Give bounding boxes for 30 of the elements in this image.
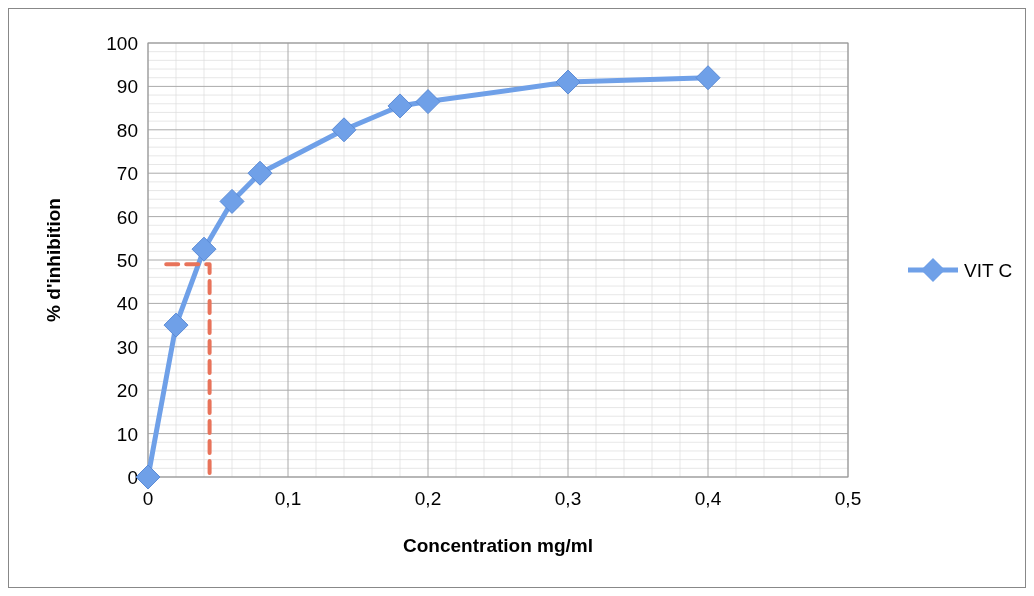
- x-tick-label: 0,5: [834, 488, 862, 509]
- y-tick-label: 40: [116, 293, 138, 315]
- y-axis-title: % d'inhibition: [43, 198, 64, 322]
- x-tick-label: 0,1: [274, 488, 302, 509]
- point: [331, 117, 357, 143]
- legend-label: VIT C: [964, 260, 1013, 281]
- point: [555, 69, 581, 95]
- x-tick-label: 0,2: [414, 488, 442, 509]
- x-tick-label: 0: [142, 488, 154, 509]
- y-tick-label: 90: [116, 76, 138, 98]
- point: [695, 65, 721, 91]
- point: [247, 160, 273, 186]
- point: [135, 464, 161, 490]
- y-tick-label: 70: [116, 163, 138, 185]
- point: [191, 236, 217, 262]
- y-tick-label: 20: [116, 380, 138, 402]
- y-tick-label: 80: [116, 119, 138, 141]
- y-tick-label: 60: [116, 206, 138, 228]
- x-tick-label: 0,3: [554, 488, 582, 509]
- point: [387, 93, 413, 119]
- y-tick-label: 100: [106, 33, 138, 54]
- y-tick-label: 0: [127, 467, 138, 488]
- point: [219, 188, 245, 214]
- y-tick-label: 30: [116, 336, 138, 358]
- y-tick-label: 50: [116, 250, 138, 271]
- y-tick-label: 10: [116, 423, 138, 445]
- point: [415, 89, 441, 115]
- x-tick-label: 0,4: [694, 488, 722, 509]
- point: [163, 312, 189, 338]
- x-axis-title: Concentration mg/ml: [402, 535, 594, 556]
